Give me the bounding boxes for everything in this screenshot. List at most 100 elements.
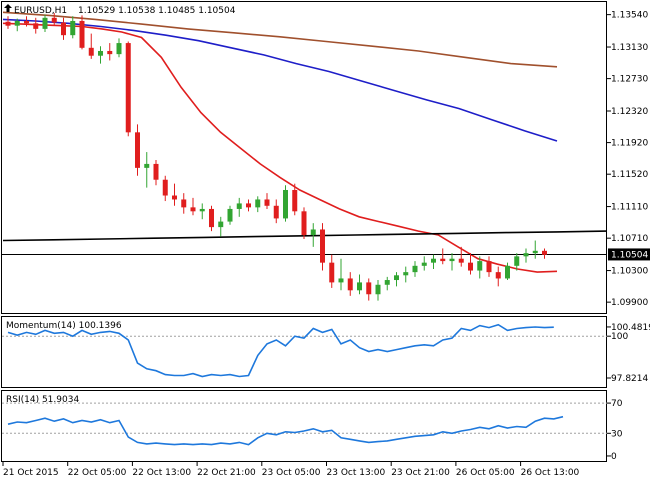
candle-body (264, 199, 270, 206)
candle-body (366, 282, 372, 295)
y-tick-label: 1.10710 (611, 234, 648, 244)
y-tick-label: 1.11110 (611, 203, 648, 213)
y-tick-label: 1.13130 (611, 43, 648, 53)
y-tick-label: 97.8214 (611, 374, 648, 384)
main-pane-frame (1, 1, 607, 314)
candle-body (51, 17, 57, 23)
candle-body (283, 189, 288, 219)
candle-body (468, 262, 473, 271)
rsi-levels (2, 402, 607, 434)
candle-body (24, 20, 29, 24)
sma-slow-line (2, 11, 558, 68)
current-price-marker (608, 248, 650, 261)
direction-arrow-icon (4, 4, 12, 12)
candle-body (301, 211, 307, 236)
candle-body (338, 278, 344, 283)
candle-body (486, 261, 492, 273)
candle-body (403, 272, 409, 276)
x-tick-label: 23 Oct 21:00 (391, 468, 450, 478)
candle-body (162, 179, 168, 196)
momentum-series (7, 323, 554, 378)
rsi-pane-frame (1, 390, 607, 462)
candle-body (532, 250, 538, 254)
candle-body (329, 262, 335, 283)
y-tick-label: 1.10300 (611, 267, 648, 277)
candle-body (88, 47, 94, 56)
x-tick-label: 22 Oct 21:00 (197, 468, 256, 478)
candle-body (412, 265, 418, 273)
candle-body (70, 20, 76, 36)
moving-averages (2, 11, 608, 273)
candle-body (255, 199, 261, 208)
candle-body (135, 132, 140, 168)
candlesticks (5, 13, 547, 301)
candle-body (144, 163, 150, 168)
candle-body (199, 208, 205, 212)
rsi-series (7, 415, 564, 446)
candle-body (181, 199, 187, 208)
candle-body (514, 256, 520, 266)
candle-body (458, 258, 464, 263)
candle-body (79, 20, 85, 48)
candle-body (440, 258, 446, 262)
candle-body (357, 282, 362, 291)
price-axis: 1.13540 1.13130 1.12730 1.12320 1.11920 1.115… (607, 11, 650, 308)
y-tick-label: 100 (611, 332, 628, 342)
candle-body (14, 20, 20, 26)
y-tick-label: 1.11520 (611, 170, 648, 180)
x-tick-label: 21 Oct 2015 (3, 468, 59, 478)
x-tick-label: 26 Oct 05:00 (456, 468, 515, 478)
momentum-line (7, 323, 554, 378)
rsi-indicator-label: RSI(14) 51.9034 (6, 395, 79, 405)
candle-body (116, 43, 122, 55)
candle-body (236, 203, 242, 209)
y-tick-label: 100.4819 (611, 323, 650, 333)
x-tick-label: 23 Oct 05:00 (262, 468, 321, 478)
candle-body (153, 163, 159, 180)
candle-body (107, 50, 113, 55)
sma-mid-line (2, 18, 558, 142)
candle-body (218, 221, 224, 228)
candle-body (375, 284, 381, 295)
x-tick-label: 22 Oct 05:00 (68, 468, 127, 478)
candle-body (292, 189, 298, 212)
rsi-axis: 70 30 0 (607, 399, 623, 462)
x-tick-label: 26 Oct 13:00 (521, 468, 580, 478)
candle-body (542, 250, 547, 255)
candle-body (98, 50, 103, 56)
candle-body (505, 265, 510, 279)
chart-header: EURUSD,H1 1.10529 1.10538 1.10485 1.1050… (4, 4, 236, 16)
momentum-pane-frame (1, 316, 607, 388)
candle-body (172, 195, 177, 200)
rsi-line (7, 415, 564, 446)
candle-body (347, 278, 353, 291)
candle-body (190, 207, 196, 212)
y-tick-label: 1.12730 (611, 75, 648, 85)
candle-body (209, 208, 214, 228)
symbol-label: EURUSD,H1 (14, 6, 67, 16)
candle-body (495, 272, 501, 279)
candle-body (33, 23, 39, 29)
candle-body (449, 258, 455, 262)
y-tick-label: 70 (611, 399, 623, 409)
y-tick-label: 1.09900 (611, 298, 648, 308)
candle-body (421, 262, 427, 266)
y-tick-label: 1.12320 (611, 107, 648, 117)
candle-body (273, 205, 279, 219)
candle-body (42, 17, 48, 29)
current-price-label: 1.10504 (611, 250, 648, 260)
candle-body (125, 43, 131, 133)
sma-long-line (2, 230, 608, 242)
y-tick-label: 1.13540 (611, 11, 648, 21)
candle-body (5, 21, 11, 26)
sma-fast-line (2, 22, 558, 273)
candle-body (61, 22, 66, 36)
time-axis: 21 Oct 2015 22 Oct 05:00 22 Oct 13:00 22 Oc… (2, 462, 580, 478)
candle-body (523, 253, 529, 257)
y-tick-label: 0 (611, 452, 617, 462)
candle-body (310, 229, 316, 236)
ohlc-label: 1.10529 1.10538 1.10485 1.10504 (78, 6, 236, 16)
candle-body (431, 258, 436, 263)
x-tick-label: 23 Oct 13:00 (327, 468, 386, 478)
